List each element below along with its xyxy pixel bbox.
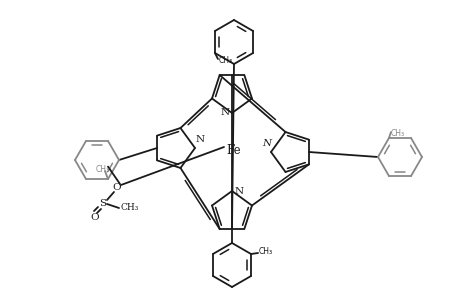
Text: S: S xyxy=(99,200,106,208)
Text: N: N xyxy=(195,134,204,143)
Text: O: O xyxy=(112,184,121,193)
Text: CH₃: CH₃ xyxy=(218,56,233,64)
Text: N: N xyxy=(234,188,243,196)
Text: CH₃: CH₃ xyxy=(121,203,139,212)
Text: CH₃: CH₃ xyxy=(390,129,404,138)
Text: Fe: Fe xyxy=(226,143,241,157)
Text: CH₃: CH₃ xyxy=(96,165,110,174)
Text: O: O xyxy=(90,214,99,223)
Text: N: N xyxy=(262,139,271,148)
Text: CH₃: CH₃ xyxy=(258,248,273,256)
Text: N: N xyxy=(220,107,229,116)
